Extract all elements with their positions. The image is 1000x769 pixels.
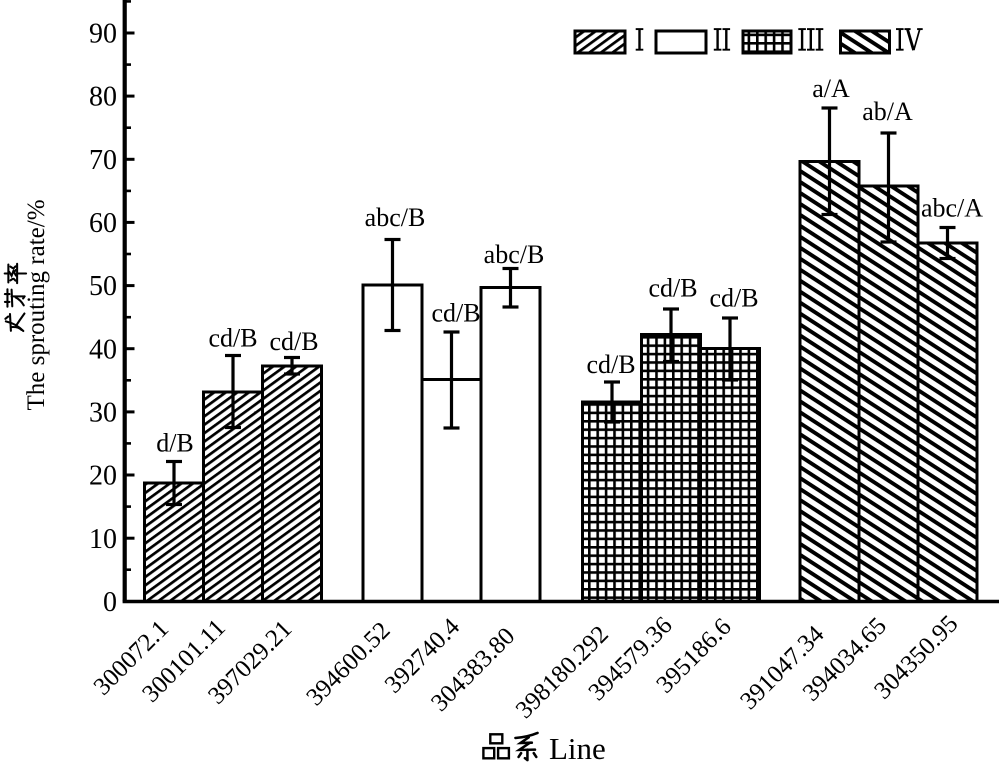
- svg-text:abc/B: abc/B: [365, 203, 426, 232]
- svg-text:The sprouting rate/%: The sprouting rate/%: [23, 199, 50, 410]
- svg-text:60: 60: [89, 208, 117, 239]
- svg-text:cd/B: cd/B: [431, 299, 480, 328]
- svg-text:30: 30: [89, 398, 117, 429]
- svg-text:90: 90: [89, 19, 117, 50]
- svg-text:Line: Line: [549, 731, 606, 766]
- svg-text:ab/A: ab/A: [862, 97, 913, 126]
- svg-text:cd/B: cd/B: [709, 284, 758, 313]
- svg-text:0: 0: [103, 587, 117, 618]
- svg-text:40: 40: [89, 334, 117, 365]
- svg-text:abc/B: abc/B: [484, 240, 545, 269]
- svg-text:20: 20: [89, 461, 117, 492]
- svg-text:d/B: d/B: [156, 429, 194, 458]
- svg-text:a/A: a/A: [812, 74, 850, 103]
- svg-text:80: 80: [89, 82, 117, 113]
- svg-text:cd/B: cd/B: [648, 274, 697, 303]
- svg-text:cd/B: cd/B: [208, 323, 257, 352]
- svg-text:10: 10: [89, 524, 117, 555]
- svg-text:70: 70: [89, 145, 117, 176]
- svg-text:cd/B: cd/B: [586, 350, 635, 379]
- svg-text:50: 50: [89, 271, 117, 302]
- svg-text:abc/A: abc/A: [921, 193, 983, 222]
- svg-text:cd/B: cd/B: [269, 327, 318, 356]
